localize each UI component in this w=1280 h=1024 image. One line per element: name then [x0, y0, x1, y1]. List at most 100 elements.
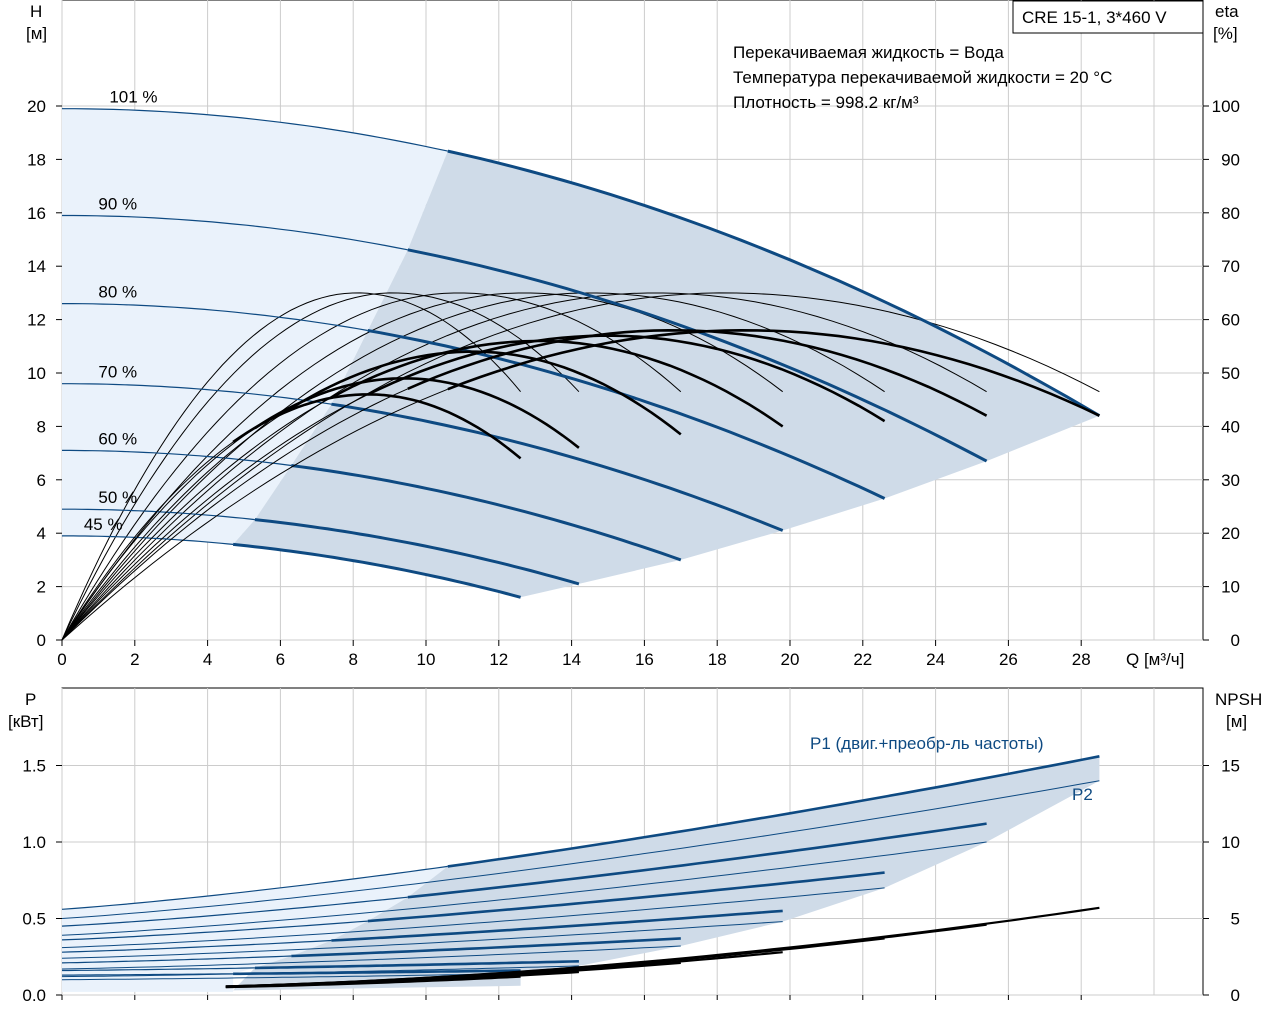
p1-curve-2	[367, 871, 885, 923]
head-curve-thin-1	[62, 214, 408, 251]
eta-curve-thin-4	[61, 407, 292, 641]
info-density: Плотность = 998.2 кг/м³	[733, 93, 919, 112]
p1-curve-thin-6	[62, 973, 234, 976]
y-tick-label: 4	[37, 524, 46, 543]
y-tick-label: 10	[27, 364, 46, 383]
x-tick-label: 14	[562, 650, 581, 669]
p2-curve-2	[61, 887, 885, 949]
p-tick-label: 1.5	[22, 757, 46, 776]
y-axis-unit: [м]	[26, 24, 47, 43]
npsh-axis-unit: [м]	[1226, 712, 1247, 731]
y2-tick-label: 70	[1221, 257, 1240, 276]
x-tick-label: 0	[57, 650, 66, 669]
y-tick-label: 14	[27, 257, 46, 276]
p1-series-label: P1 (двиг.+преобр-ль частоты)	[810, 734, 1043, 753]
p1-curve-thin-5	[62, 967, 255, 972]
p1-curve-thin-1	[61, 896, 408, 927]
info-temperature: Температура перекачиваемой жидкости = 20…	[733, 68, 1112, 87]
y2-tick-label: 10	[1221, 578, 1240, 597]
head-curve-thin-2	[62, 303, 368, 332]
p2-curve-4	[61, 945, 681, 970]
y2-tick-label: 60	[1221, 311, 1240, 330]
eta-curve-thin-1	[61, 388, 409, 641]
model-box	[1012, 0, 1204, 34]
head-curve-thin-3	[62, 383, 332, 405]
p-tick-label: 1.0	[22, 833, 46, 852]
npsh-tick-label: 0	[1231, 986, 1240, 1005]
head-curve-thin-5	[62, 508, 255, 521]
y-tick-label: 16	[27, 204, 46, 223]
speed-label: 101 %	[109, 88, 157, 107]
p1-curve-thin-4	[61, 955, 292, 964]
eta-curve-3	[330, 339, 784, 428]
p1-curve-5	[254, 960, 579, 970]
y-tick-label: 8	[37, 417, 46, 436]
speed-label: 45 %	[84, 515, 123, 534]
eta-curve-0	[447, 328, 1100, 417]
x-tick-label: 22	[853, 650, 872, 669]
head-curve-6	[232, 542, 521, 599]
p1-curve-thin-2	[61, 920, 368, 941]
npsh-curve-6	[225, 975, 521, 989]
x-tick-label: 26	[999, 650, 1018, 669]
p1-curve-4	[291, 937, 681, 958]
y2-axis-unit: [%]	[1213, 24, 1238, 43]
y-tick-label: 18	[27, 150, 46, 169]
p2-series-label: P2	[1072, 785, 1093, 804]
p2-curve-3	[61, 921, 783, 959]
y2-axis-name: eta	[1215, 2, 1239, 21]
p1-curve-thin-3	[61, 939, 332, 953]
eta-curve-thin-2	[61, 394, 369, 641]
y2-tick-label: 30	[1221, 471, 1240, 490]
speed-label: 50 %	[98, 488, 137, 507]
p2-curve-0	[61, 780, 1100, 919]
eta-max-curve-4	[61, 292, 682, 641]
eta-curve-thin-0	[61, 388, 448, 641]
x-tick-label: 4	[203, 650, 212, 669]
p-tick-label: 0.5	[22, 910, 46, 929]
p-axis-name: P	[25, 690, 36, 709]
head-curve-5	[254, 518, 580, 586]
eta-curve-5	[254, 377, 580, 449]
p1-curve-6	[233, 969, 521, 976]
power-npsh-chart: 0.0 0.5 1.0 1.5 0 5 10 15 P [кВт] NPSH [м] P1 (…	[8, 687, 1262, 1005]
speed-label: 90 %	[98, 194, 137, 213]
y2-tick-label: 40	[1221, 417, 1240, 436]
head-curve-thin-6	[62, 535, 234, 545]
npsh-tick-label: 15	[1221, 757, 1240, 776]
eta-curve-thin-3	[61, 397, 332, 641]
model-label: CRE 15-1, 3*460 V	[1022, 8, 1167, 27]
x-tick-label: 24	[926, 650, 945, 669]
p1-curve-thin-0	[61, 865, 448, 910]
x-tick-label: 20	[781, 650, 800, 669]
eta-curve-thin-6	[61, 441, 234, 641]
eta-max-curve-6	[61, 292, 521, 641]
speed-label: 60 %	[98, 429, 137, 448]
p1-curve-1	[407, 822, 987, 899]
head-efficiency-chart: 101 %90 %80 %70 %60 %50 %45 % 0 2 4 6 8 10 12 1…	[26, 0, 1240, 669]
y2-tick-label: 100	[1212, 97, 1240, 116]
x-tick-label: 12	[489, 650, 508, 669]
eta-max-curve-1	[61, 292, 987, 641]
y-tick-label: 20	[27, 97, 46, 116]
x-axis-label: Q [м³/ч]	[1126, 650, 1184, 669]
x-tick-label: 28	[1072, 650, 1091, 669]
y-axis-name: H	[30, 2, 42, 21]
eta-max-curve-3	[61, 292, 783, 641]
npsh-tick-label: 5	[1231, 910, 1240, 929]
y-tick-label: 2	[37, 578, 46, 597]
y2-tick-label: 90	[1221, 150, 1240, 169]
eta-curve-4	[290, 350, 682, 436]
head-curve-0	[447, 149, 1101, 417]
p2-curve-1	[61, 841, 987, 936]
head-curve-4	[291, 464, 682, 562]
head-curve-thin-0	[62, 108, 448, 152]
x-tick-label: 6	[276, 650, 285, 669]
x-tick-label: 10	[417, 650, 436, 669]
y2-tick-label: 20	[1221, 524, 1240, 543]
eta-curve-thin-5	[61, 427, 256, 641]
p-tick-label: 0.0	[22, 986, 46, 1005]
p1-curve-3	[331, 909, 783, 942]
head-curve-3	[331, 402, 784, 532]
npsh-tick-label: 10	[1221, 833, 1240, 852]
